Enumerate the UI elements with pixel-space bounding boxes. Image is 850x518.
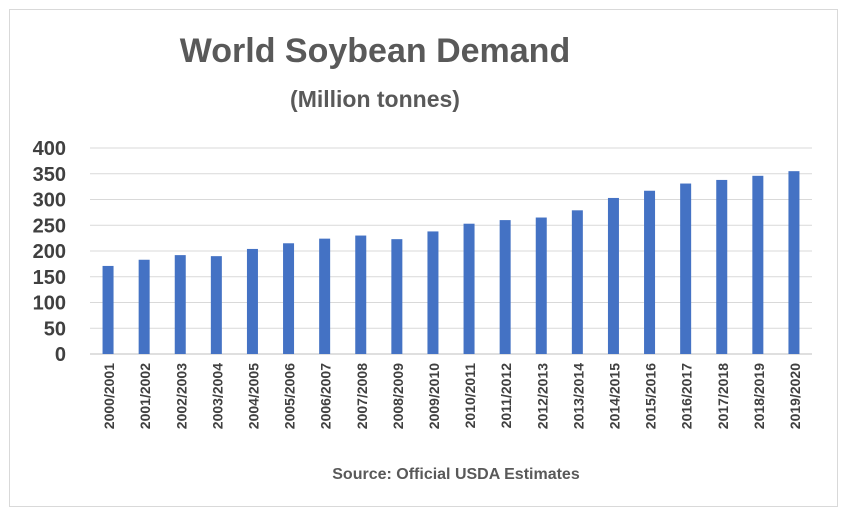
- bar: [788, 171, 800, 354]
- bar: [391, 239, 403, 354]
- bar: [499, 220, 511, 354]
- y-tick-label: 0: [55, 344, 66, 366]
- y-tick-label: 300: [33, 190, 66, 212]
- bar: [463, 223, 475, 354]
- bar: [174, 255, 186, 354]
- bar: [138, 259, 150, 354]
- chart-title: World Soybean Demand: [179, 32, 571, 70]
- bar: [680, 183, 692, 354]
- bar: [535, 217, 547, 354]
- bar: [644, 190, 656, 354]
- y-tick-label: 150: [33, 267, 66, 289]
- bar: [319, 238, 331, 354]
- y-tick-label: 50: [44, 318, 66, 340]
- x-tick-label: 2009/2010: [426, 363, 442, 429]
- source-note: Source: Official USDA Estimates: [332, 466, 580, 483]
- bar: [752, 175, 764, 354]
- x-tick-label: 2017/2018: [715, 363, 731, 429]
- y-tick-label: 250: [33, 215, 66, 237]
- bar: [283, 243, 295, 354]
- x-tick-label: 2016/2017: [679, 363, 695, 429]
- x-tick-label: 2008/2009: [390, 363, 406, 429]
- x-tick-label: 2012/2013: [534, 363, 550, 429]
- bar: [355, 235, 367, 354]
- bar: [246, 248, 258, 354]
- x-tick-label: 2005/2006: [282, 363, 298, 429]
- x-tick-label: 2013/2014: [570, 363, 586, 429]
- y-tick-label: 100: [33, 293, 66, 315]
- y-tick-label: 400: [33, 138, 66, 160]
- bar: [571, 210, 583, 354]
- y-tick-label: 350: [33, 164, 66, 186]
- x-tick-label: 2014/2015: [606, 363, 622, 429]
- bar: [210, 256, 222, 354]
- x-tick-label: 2006/2007: [318, 363, 334, 429]
- bar: [427, 231, 439, 354]
- x-tick-label: 2019/2020: [787, 363, 803, 429]
- bar: [102, 265, 114, 354]
- x-tick-label: 2001/2002: [137, 363, 153, 429]
- x-tick-label: 2018/2019: [751, 363, 767, 429]
- x-tick-label: 2015/2016: [643, 363, 659, 429]
- chart-frame: [9, 9, 838, 507]
- x-tick-label: 2000/2001: [101, 363, 117, 429]
- x-tick-label: 2004/2005: [245, 363, 261, 429]
- x-tick-label: 2007/2008: [354, 363, 370, 429]
- x-tick-label: 2003/2004: [209, 363, 225, 429]
- x-tick-label: 2011/2012: [498, 363, 514, 429]
- bar: [607, 197, 619, 354]
- bar: [716, 179, 728, 354]
- x-tick-label: 2002/2003: [173, 363, 189, 429]
- y-tick-label: 200: [33, 241, 66, 263]
- x-tick-label: 2010/2011: [462, 363, 478, 429]
- chart-subtitle: (Million tonnes): [290, 86, 460, 112]
